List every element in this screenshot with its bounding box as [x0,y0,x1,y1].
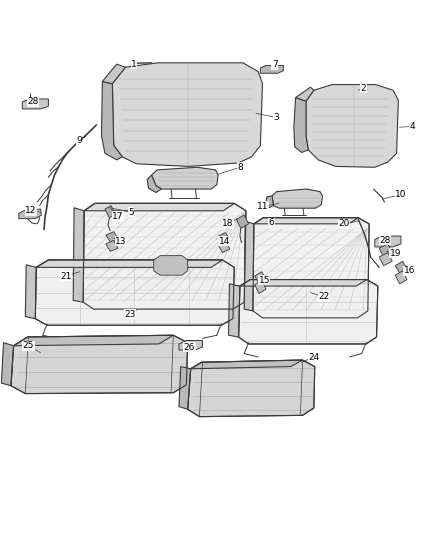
Polygon shape [106,232,119,243]
Polygon shape [254,218,358,224]
Text: 19: 19 [389,249,401,258]
Polygon shape [375,236,401,247]
Text: 11: 11 [257,202,268,211]
Polygon shape [154,256,187,275]
Polygon shape [11,335,187,393]
Polygon shape [244,221,254,311]
Polygon shape [152,167,218,189]
Text: 18: 18 [222,220,233,228]
Polygon shape [266,196,273,208]
Polygon shape [254,272,267,285]
Text: 12: 12 [25,206,37,215]
Polygon shape [35,260,234,325]
Polygon shape [19,209,42,219]
Text: 16: 16 [404,266,415,276]
Text: 13: 13 [115,237,127,246]
Polygon shape [237,215,249,228]
Text: 21: 21 [60,272,71,280]
Polygon shape [84,204,234,211]
Text: 25: 25 [23,341,34,350]
Polygon shape [218,241,230,253]
Text: 5: 5 [128,207,134,216]
Polygon shape [147,175,162,192]
Polygon shape [187,360,315,417]
Polygon shape [14,335,173,346]
Text: 4: 4 [410,122,416,131]
Polygon shape [102,82,122,160]
Polygon shape [395,261,408,275]
Polygon shape [306,85,398,167]
Text: 20: 20 [339,220,350,228]
Text: 6: 6 [268,219,274,228]
Polygon shape [179,367,191,409]
Polygon shape [253,218,369,318]
Polygon shape [102,64,125,84]
Text: 8: 8 [237,163,243,172]
Polygon shape [36,260,223,268]
Polygon shape [191,360,303,369]
Polygon shape [1,343,14,386]
Text: 2: 2 [360,84,366,93]
Polygon shape [105,206,116,218]
Polygon shape [83,204,246,309]
Polygon shape [254,280,266,294]
Text: 22: 22 [319,293,330,302]
Polygon shape [229,284,240,337]
Polygon shape [395,271,407,284]
Text: 1: 1 [131,60,137,69]
Text: 17: 17 [112,212,124,221]
Text: 10: 10 [395,190,406,199]
Polygon shape [73,208,84,302]
Polygon shape [22,99,48,109]
Polygon shape [218,232,230,244]
Polygon shape [272,189,322,208]
Text: 14: 14 [219,237,230,246]
Text: 28: 28 [27,98,39,107]
Text: 28: 28 [380,236,391,245]
Polygon shape [379,244,392,257]
Polygon shape [294,98,308,152]
Text: 7: 7 [272,60,278,69]
Polygon shape [239,279,378,344]
Text: 23: 23 [124,310,135,319]
Text: 15: 15 [258,276,270,285]
Text: 9: 9 [76,136,82,145]
Text: 24: 24 [308,352,319,361]
Polygon shape [106,240,118,251]
Polygon shape [296,87,314,101]
Text: 3: 3 [274,113,279,122]
Text: 26: 26 [184,343,195,352]
Polygon shape [179,341,202,350]
Polygon shape [113,63,262,166]
Polygon shape [379,253,392,265]
Polygon shape [260,66,283,73]
Polygon shape [25,265,36,319]
Polygon shape [240,279,367,286]
